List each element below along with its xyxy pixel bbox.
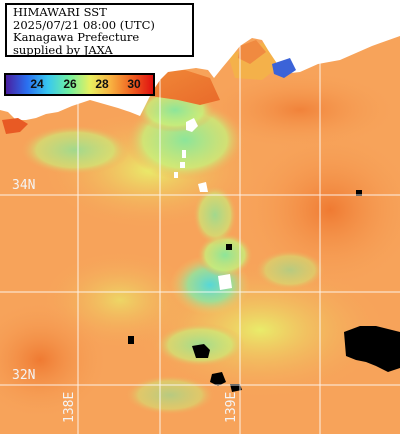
bay-water: [238, 40, 266, 64]
island: [182, 150, 186, 158]
island: [174, 172, 178, 178]
legend-tick-30: 30: [127, 77, 141, 91]
latitude-label-34n: 34N: [12, 178, 36, 193]
sst-patch-cool: [125, 375, 215, 415]
island: [180, 162, 185, 168]
longitude-label-139e: 139E: [224, 391, 239, 423]
cloud-cover: [128, 190, 400, 392]
island: [186, 118, 198, 132]
sst-patch-cool: [193, 185, 237, 245]
island: [218, 274, 232, 290]
land-peninsula: [230, 22, 252, 44]
sst-patch-cool: [20, 125, 130, 175]
longitude-label-138e: 138E: [62, 391, 77, 423]
map-title: HIMAWARI SST: [13, 5, 107, 19]
bay-water-cool: [272, 58, 296, 78]
latitude-label-32n: 32N: [12, 368, 36, 383]
color-legend: 24 26 28 30: [4, 73, 155, 96]
coast-warm: [2, 118, 28, 134]
legend-color-bar: [6, 75, 153, 94]
sst-patch-hot: [200, 70, 400, 150]
info-box: HIMAWARI SST 2025/07/21 08:00 (UTC) Kana…: [5, 3, 194, 57]
sst-patch-hot: [0, 300, 110, 420]
bay-water: [150, 70, 220, 105]
legend-tick-24: 24: [30, 77, 44, 91]
map-region: Kanagawa Prefecture: [13, 30, 140, 44]
island: [198, 182, 208, 192]
legend-tick-26: 26: [63, 77, 77, 91]
legend-tick-28: 28: [95, 77, 109, 91]
map-credit: supplied by JAXA: [13, 42, 113, 57]
sst-patch-cool: [255, 250, 325, 290]
map-datetime: 2025/07/21 08:00 (UTC): [13, 17, 155, 32]
